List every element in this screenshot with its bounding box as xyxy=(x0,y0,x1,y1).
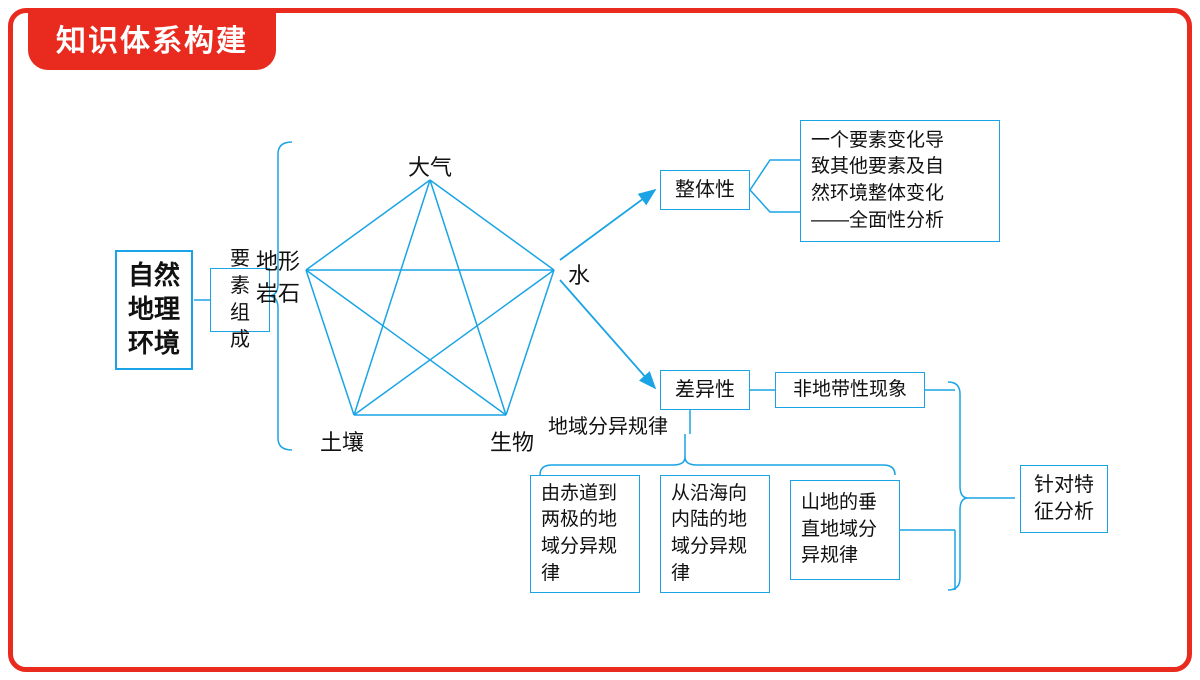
box-rule-equator-pole: 由赤道到两极的地域分异规律 xyxy=(530,475,640,593)
main-box-natural-geo-env: 自然地理环境 xyxy=(115,250,193,370)
pentagon-label-organism: 生物 xyxy=(490,425,534,457)
box-nonzonal: 非地带性现象 xyxy=(775,372,925,408)
pentagon-label-soil: 土壤 xyxy=(320,425,364,457)
box-integrity: 整体性 xyxy=(660,170,750,210)
box-rule-vertical: 山地的垂直地域分异规律 xyxy=(790,480,900,580)
pentagon-label-atmosphere: 大气 xyxy=(408,150,452,182)
box-integrity-detail: 一个要素变化导致其他要素及自然环境整体变化——全面性分析 xyxy=(800,120,1000,242)
label-region-rule: 地域分异规律 xyxy=(548,410,668,439)
pentagon-label-landform-rock: 地形岩石 xyxy=(256,244,300,308)
box-analysis: 针对特征分析 xyxy=(1020,465,1108,533)
box-rule-coast-inland: 从沿海向内陆的地域分异规律 xyxy=(660,475,770,593)
box-difference: 差异性 xyxy=(660,370,750,410)
pentagon-label-water: 水 xyxy=(568,258,590,290)
